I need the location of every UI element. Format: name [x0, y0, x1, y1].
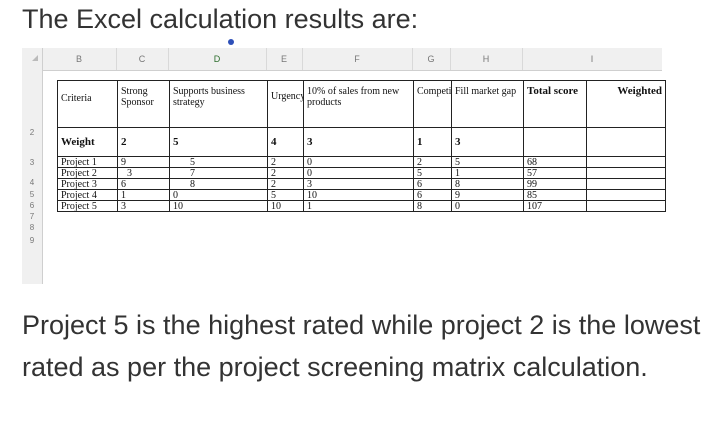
column-header-bar: B C D E F G H I [22, 48, 662, 71]
row-header-bar: 2 3 4 5 6 7 8 9 [22, 70, 43, 284]
column-header-c: C [116, 48, 169, 70]
column-header-d: D [168, 48, 267, 70]
weight-weighted-empty [586, 127, 666, 157]
column-header-f: F [302, 48, 413, 70]
row-number: 2 [29, 128, 35, 137]
row-number: 8 [29, 223, 35, 232]
row-number: 9 [29, 236, 35, 245]
weight-competition: 1 [413, 127, 452, 157]
column-header-g: G [412, 48, 451, 70]
project-value: 1 [303, 200, 414, 212]
weight-sales-new-products: 3 [303, 127, 414, 157]
header-strong-sponsor: Strong Sponsor [117, 80, 170, 128]
underline-mark [451, 178, 587, 179]
project-value: 3 [117, 200, 170, 212]
row-number: 5 [29, 190, 35, 199]
project-weighted-empty [586, 200, 666, 212]
weight-total-empty [523, 127, 587, 157]
project-value: 0 [451, 200, 524, 212]
project-value: 10 [267, 200, 304, 212]
header-competition: Competition [413, 80, 452, 128]
column-header-i: I [590, 54, 594, 64]
header-total-score: Total score [523, 80, 587, 128]
row-number: 6 [29, 201, 35, 210]
marker-dot [228, 39, 234, 45]
weight-strong-sponsor: 2 [117, 127, 170, 157]
project-value: 10 [169, 200, 268, 212]
header-fill-market-gap: Fill market gap [451, 80, 524, 128]
header-sales-new-products: 10% of sales from new products [303, 80, 414, 128]
conclusion-text: Project 5 is the highest rated while pro… [22, 310, 701, 382]
weight-fill-market-gap: 3 [451, 127, 524, 157]
weight-label: Weight [57, 127, 118, 157]
project-name: Project 5 [57, 200, 118, 212]
row-number: 7 [29, 212, 35, 221]
spreadsheet-screenshot: B C D E F G H I 2 3 4 5 6 7 8 9 Criteria… [22, 39, 666, 284]
header-supports-strategy: Supports business strategy [169, 80, 268, 128]
column-header-e: E [266, 48, 303, 70]
corner-triangle-icon [32, 55, 38, 61]
header-urgency: Urgency [267, 80, 304, 128]
header-weighted: Weighted [586, 80, 666, 128]
underline-mark [169, 178, 304, 179]
header-criteria: Criteria [57, 80, 118, 128]
weight-supports-strategy: 5 [169, 127, 268, 157]
row-number: 4 [29, 178, 35, 187]
column-header-b: B [42, 48, 117, 70]
results-heading: The Excel calculation results are: [22, 4, 419, 34]
column-header-h: H [450, 48, 523, 70]
weight-urgency: 4 [267, 127, 304, 157]
select-all-corner [22, 48, 43, 70]
row-number: 3 [29, 158, 35, 167]
project-total: 107 [523, 200, 587, 212]
project-value: 8 [413, 200, 452, 212]
